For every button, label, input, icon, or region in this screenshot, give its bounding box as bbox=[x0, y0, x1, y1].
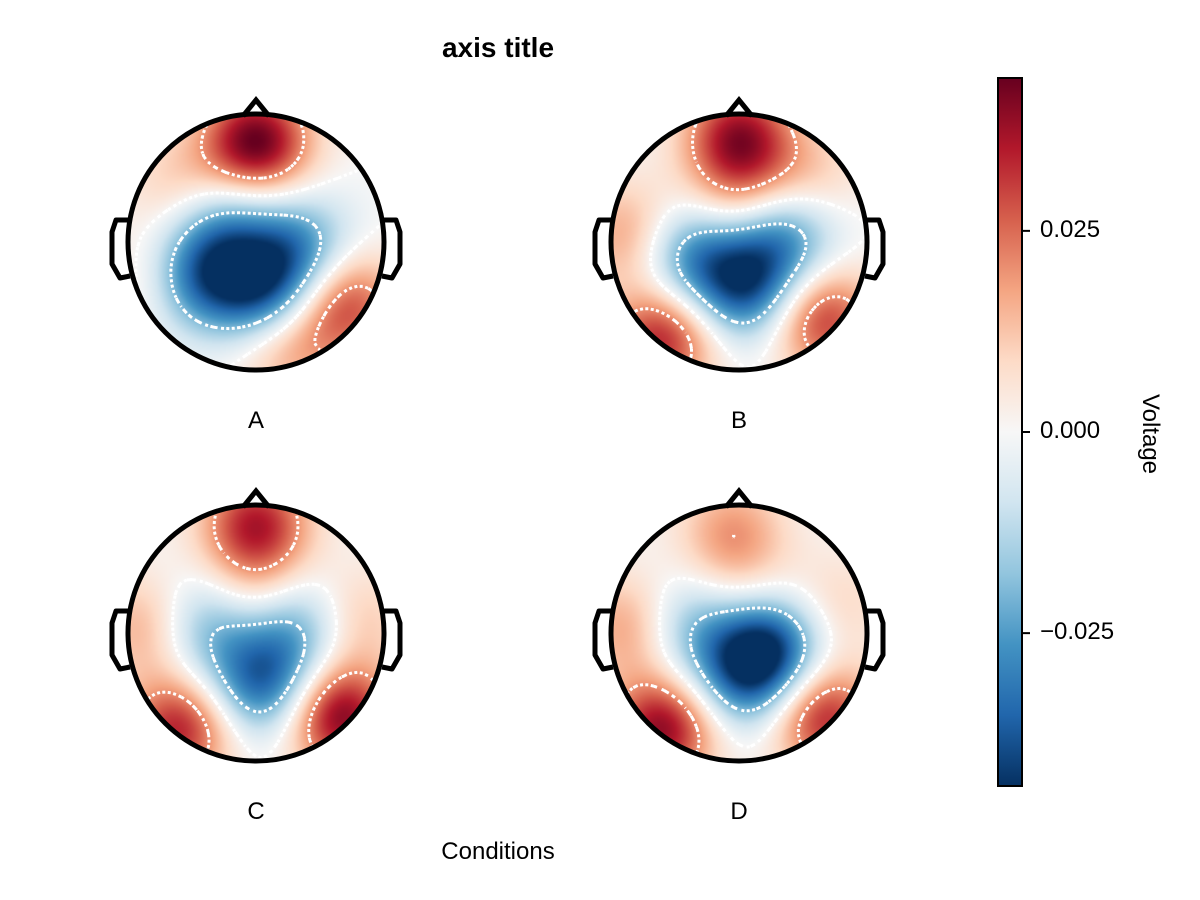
right-ear-shape bbox=[864, 217, 886, 281]
right-ear-shape bbox=[381, 608, 403, 672]
colorbar-gradient bbox=[997, 77, 1023, 787]
colorbar-tick-label: −0.025 bbox=[1040, 618, 1115, 646]
contour-line bbox=[169, 211, 323, 331]
contour-line bbox=[171, 578, 338, 760]
topoplot-B: B bbox=[592, 96, 886, 434]
right-ear-shape bbox=[864, 608, 886, 672]
colorbar bbox=[997, 77, 1030, 787]
nose-shape bbox=[724, 96, 754, 118]
nose-shape bbox=[724, 487, 754, 509]
heatmap-C bbox=[128, 505, 384, 761]
head-outline bbox=[608, 502, 870, 764]
contour-line bbox=[675, 222, 808, 325]
colorbar-tick-label: 0.025 bbox=[1040, 215, 1101, 243]
left-ear-shape bbox=[592, 217, 614, 281]
head-outline bbox=[125, 111, 387, 373]
panel-label-C: C bbox=[247, 798, 264, 825]
nose-shape bbox=[241, 96, 271, 118]
heatmap-A bbox=[128, 114, 384, 370]
colorbar-label: Voltage bbox=[1137, 393, 1164, 475]
contours-B bbox=[620, 114, 867, 370]
nose-shape bbox=[241, 487, 271, 509]
panel-label-D: D bbox=[730, 798, 747, 825]
x-axis-label: Conditions bbox=[441, 838, 555, 865]
panel-label-B: B bbox=[731, 407, 747, 434]
colorbar-tick-label: 0.000 bbox=[1040, 417, 1101, 444]
right-ear-shape bbox=[381, 217, 403, 281]
heatmap-D bbox=[611, 505, 867, 761]
topoplot-D: D bbox=[592, 487, 886, 825]
chart-title: axis title bbox=[441, 32, 555, 63]
topoplot-A: A bbox=[109, 96, 403, 434]
contour-line bbox=[688, 606, 807, 713]
head-outline bbox=[125, 502, 387, 764]
topoplot-C: C bbox=[109, 487, 403, 825]
left-ear-shape bbox=[592, 608, 614, 672]
contour-line bbox=[658, 576, 833, 749]
contour-line bbox=[209, 620, 307, 714]
panel-label-A: A bbox=[248, 407, 264, 434]
head-outline bbox=[608, 111, 870, 373]
contour-line bbox=[649, 197, 867, 369]
left-ear-shape bbox=[109, 608, 131, 672]
left-ear-shape bbox=[109, 217, 131, 281]
